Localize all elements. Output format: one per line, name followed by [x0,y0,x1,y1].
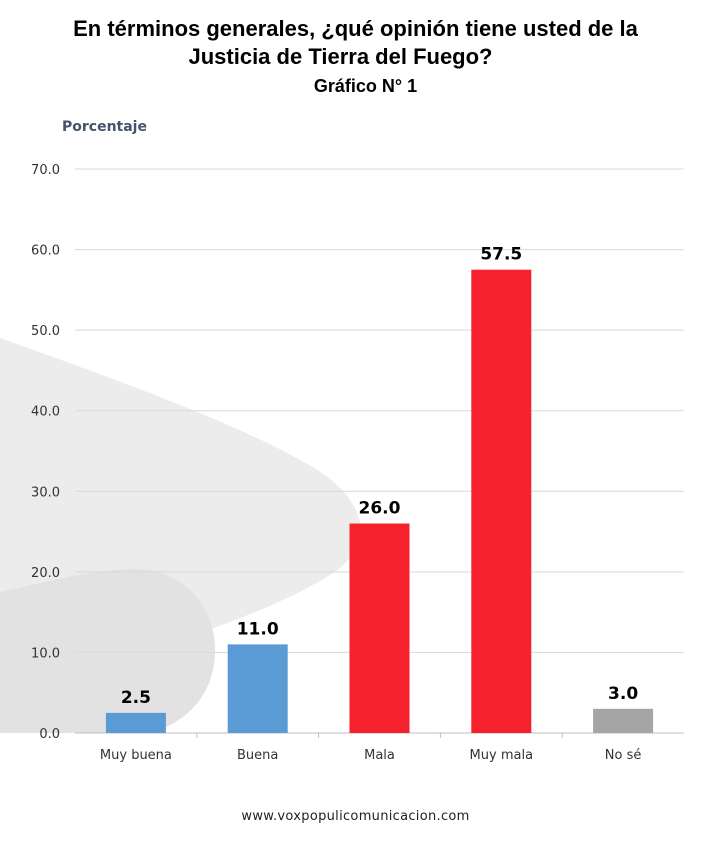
y-tick-label: 20.0 [31,566,60,581]
x-tick-label: No sé [605,748,642,763]
y-axis-label: Porcentaje [62,119,147,135]
bar [105,712,166,733]
y-tick-label: 70.0 [31,163,60,178]
bar-chart: 0.0 10.0 20.0 30.0 40.0 50.0 60.0 70.0 2.5 Muy bu… [31,163,684,763]
y-tick-label: 60.0 [31,244,60,259]
y-tick-label: 30.0 [31,485,60,500]
bar [227,644,288,733]
data-label: 11.0 [237,619,279,639]
y-tick-label: 0.0 [39,727,60,742]
bar [349,523,410,733]
footer-url: www.voxpopulicomunicacion.com [241,809,470,824]
data-label: 3.0 [608,684,638,704]
bar [593,708,654,733]
data-label: 57.5 [480,245,522,265]
x-tick-label: Mala [364,748,395,763]
data-label: 2.5 [121,688,151,708]
y-tick-label: 40.0 [31,405,60,420]
x-tick-label: Muy mala [470,748,534,763]
x-tick-label: Buena [237,748,278,763]
x-tick-label: Muy buena [100,748,172,763]
bar [471,269,532,733]
data-label: 26.0 [359,499,401,519]
chart-title-line-1: En términos generales, ¿qué opinión tien… [73,16,638,41]
chart-title-line-2: Justicia de Tierra del Fuego? [188,44,493,69]
chart-subtitle: Gráfico N° 1 [313,76,418,96]
y-tick-label: 10.0 [31,646,60,661]
y-tick-label: 50.0 [31,324,60,339]
